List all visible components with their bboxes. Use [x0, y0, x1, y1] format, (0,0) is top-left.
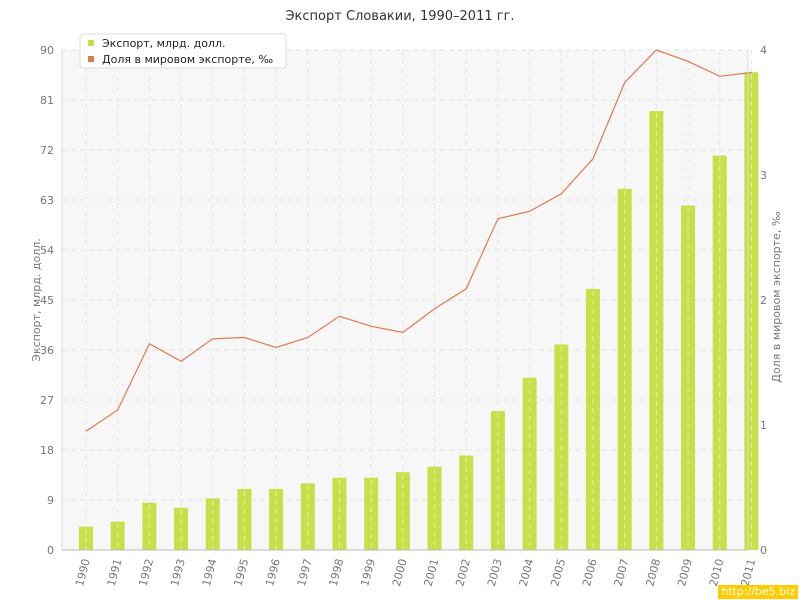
x-tick-label: 2004	[517, 557, 537, 587]
legend-swatch-share	[88, 56, 94, 62]
legend-label-export: Экспорт, млрд. долл.	[102, 37, 225, 50]
chart-title: Экспорт Словакии, 1990–2011 гг.	[285, 9, 515, 24]
x-tick-label: 1996	[263, 557, 283, 587]
export-bar	[617, 188, 632, 550]
x-tick-label: 2011	[738, 557, 758, 587]
y-tick-label: 27	[40, 394, 54, 407]
y2-axis-ticks: 0 1 2 3 4	[760, 44, 767, 557]
y-tick-label: 81	[40, 94, 54, 107]
x-tick-label: 2002	[453, 557, 473, 587]
x-tick-label: 2007	[612, 557, 632, 587]
export-bar	[205, 498, 220, 550]
x-tick-label: 2005	[548, 557, 568, 587]
x-tick-label: 1990	[73, 557, 93, 587]
watermark-link[interactable]: http://be5.biz	[718, 585, 798, 599]
x-tick-label: 1999	[358, 557, 378, 587]
share-line	[85, 49, 752, 432]
x-tick-label: 1994	[200, 557, 220, 587]
x-tick-label: 2010	[707, 557, 727, 587]
x-tick-label: 2008	[643, 557, 663, 587]
y-tick-label: 36	[40, 344, 54, 357]
x-tick-label: 2000	[390, 557, 410, 587]
y2-axis-title: Доля в мировом экспорте, ‰	[770, 211, 783, 382]
y2-tick-label: 4	[760, 44, 767, 57]
y2-tick-label: 2	[760, 294, 767, 307]
bar-highlights	[85, 74, 752, 550]
y-tick-label: 45	[40, 294, 54, 307]
x-axis-ticks: 1990 1991 1992 1993 1994 1995 1996 1997 1998 1999…	[73, 557, 758, 587]
y-tick-label: 63	[40, 194, 54, 207]
x-tick-label: 1997	[295, 557, 315, 587]
y-tick-label: 54	[40, 244, 54, 257]
x-tick-label: 2003	[485, 557, 505, 587]
y-axis-title: Экспорт, млрд. долл.	[30, 238, 43, 361]
legend-swatch-export	[88, 40, 94, 46]
x-tick-label: 2001	[422, 557, 442, 587]
y2-tick-label: 3	[760, 169, 767, 182]
x-tick-label: 1998	[327, 557, 347, 587]
x-tick-label: 1993	[168, 557, 188, 587]
x-tick-label: 2009	[675, 557, 695, 587]
y-tick-label: 9	[47, 494, 54, 507]
export-bar	[712, 155, 727, 551]
x-tick-label: 2006	[580, 557, 600, 587]
y-tick-label: 90	[40, 44, 54, 57]
y-tick-label: 72	[40, 144, 54, 157]
export-bar	[332, 477, 347, 550]
export-bar	[681, 205, 696, 551]
legend: Экспорт, млрд. долл. Доля в мировом эксп…	[79, 33, 287, 69]
x-tick-label: 1995	[232, 557, 252, 587]
legend-label-share: Доля в мировом экспорте, ‰	[102, 53, 273, 66]
y2-tick-label: 0	[760, 544, 767, 557]
x-tick-label: 1991	[105, 557, 125, 587]
y2-tick-label: 1	[760, 419, 767, 432]
x-tick-label: 1992	[136, 557, 156, 587]
export-bar	[364, 477, 379, 550]
y-axis-ticks: 0 9 18 27 36 45 54 63 72 81 90	[40, 44, 54, 557]
legend-box	[79, 33, 287, 69]
y-tick-label: 0	[47, 544, 54, 557]
y-tick-label: 18	[40, 444, 54, 457]
